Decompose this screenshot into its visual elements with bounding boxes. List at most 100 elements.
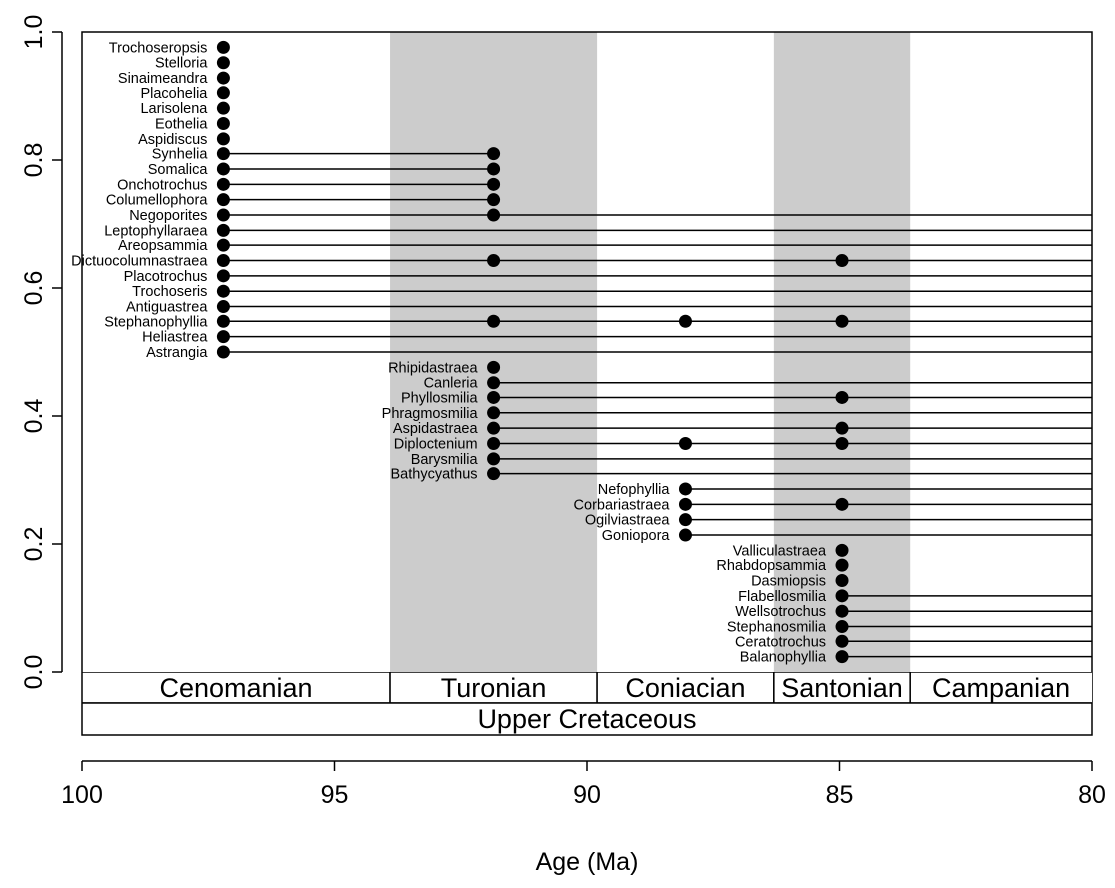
taxon-label-wellsotrochus: Wellsotrochus [735,604,826,620]
taxon-label-canleria: Canleria [424,376,479,392]
taxon-label-ceratotrochus: Ceratotrochus [735,634,826,650]
point-phragmosmilia [487,406,501,420]
point-columellophora [487,193,501,207]
point-aspidastraea [835,421,849,435]
taxon-label-rhipidastraea: Rhipidastraea [388,360,478,376]
point-leptophyllaraea [216,223,230,237]
point-stephanophyllia [216,314,230,328]
point-astrangia [216,345,230,359]
taxon-label-rhabdopsammia: Rhabdopsammia [716,558,827,574]
taxon-label-leptophyllaraea: Leptophyllaraea [104,223,208,239]
point-columellophora [216,193,230,207]
point-diploctenium [835,437,849,451]
x-tick-label: 95 [321,781,349,809]
point-diploctenium [487,437,501,451]
y-tick-label: 0.6 [20,271,48,306]
taxon-label-larisolena: Larisolena [140,101,208,117]
point-corbariastraea [678,497,692,511]
point-canleria [487,376,501,390]
point-corbariastraea [835,497,849,511]
point-dictuocolumnastraea [216,253,230,267]
point-antiguastrea [216,300,230,314]
taxon-label-barysmilia: Barysmilia [411,452,479,468]
point-bathycyathus [487,467,501,481]
taxon-label-dictuocolumnastraea: Dictuocolumnastraea [71,253,208,269]
stage-label-cenomanian: Cenomanian [159,673,312,703]
plot-frame [81,31,1093,736]
point-dictuocolumnastraea [835,253,849,267]
point-eothelia [216,117,230,131]
point-goniopora [678,528,692,542]
x-tick-label: 80 [1078,781,1106,809]
taxon-label-areopsammia: Areopsammia [118,238,208,254]
occurrence-points [216,40,849,664]
x-tick-label: 85 [826,781,854,809]
point-rhipidastraea [487,360,501,374]
point-negoporites [487,208,501,222]
taxon-label-placotrochus: Placotrochus [124,269,208,285]
point-somalica [216,162,230,176]
point-placotrochus [216,269,230,283]
stage-box-coniacian [596,672,775,704]
period-box [82,702,1092,734]
point-stephanophyllia [678,314,692,328]
y-axis: 0.0 0.2 0.4 0.6 0.8 1.0 [20,15,63,690]
point-ogilviastraea [678,513,692,527]
period-label: Upper Cretaceous [477,704,696,734]
point-stephanophyllia [487,314,501,328]
point-aspidiscus [216,132,230,146]
point-ceratotrochus [835,634,849,648]
taxon-label-diploctenium: Diploctenium [394,437,478,453]
x-axis-title: Age (Ma) [536,848,639,876]
point-sinaimeandra [216,71,230,85]
taxon-label-synhelia: Synhelia [152,147,209,163]
taxon-label-heliastrea: Heliastrea [142,330,208,346]
taxon-label-aspidastraea: Aspidastraea [393,421,479,437]
taxon-label-ogilviastraea: Ogilviastraea [585,513,671,529]
point-barysmilia [487,452,501,466]
point-rhabdopsammia [835,558,849,572]
taxon-ranges [223,152,1092,658]
taxon-label-corbariastraea: Corbariastraea [574,497,671,513]
point-valliculastraea [835,543,849,557]
point-stelloria [216,56,230,70]
point-dasmiopsis [835,573,849,587]
taxon-label-trochoseris: Trochoseris [132,284,207,300]
point-placohelia [216,86,230,100]
stage-label-campanian: Campanian [932,673,1070,703]
taxon-label-negoporites: Negoporites [129,208,207,224]
y-tick-label: 0.8 [20,143,48,178]
taxon-label-eothelia: Eothelia [155,117,208,133]
point-stephanosmilia [835,620,849,634]
y-tick-label: 0.4 [20,399,48,434]
taxon-label-valliculastraea: Valliculastraea [733,543,827,559]
y-tick-label: 0.2 [20,527,48,562]
taxon-label-sinaimeandra: Sinaimeandra [118,71,208,87]
taxon-label-somalica: Somalica [148,162,209,178]
point-heliastrea [216,330,230,344]
taxon-label-aspidiscus: Aspidiscus [138,132,207,148]
taxon-label-balanophyllia: Balanophyllia [740,650,827,666]
taxon-label-onchotrochus: Onchotrochus [117,177,207,193]
taxon-label-stephanosmilia: Stephanosmilia [727,620,827,636]
y-tick-label: 0.0 [20,655,48,690]
taxon-label-goniopora: Goniopora [602,528,671,544]
point-trochoseris [216,284,230,298]
point-wellsotrochus [835,604,849,618]
point-dictuocolumnastraea [487,253,501,267]
taxon-label-phragmosmilia: Phragmosmilia [382,406,479,422]
x-axis: 100 95 90 85 80 [61,760,1106,809]
point-synhelia [216,147,230,161]
point-trochoseropsis [216,40,230,54]
point-onchotrochus [487,177,501,191]
point-diploctenium [678,437,692,451]
point-areopsammia [216,238,230,252]
point-phyllosmilia [835,390,849,404]
point-balanophyllia [835,650,849,664]
timescale-strip: Cenomanian Turonian Coniacian Santonian Camp… [82,672,1092,734]
taxon-label-astrangia: Astrangia [146,345,208,361]
taxon-label-stelloria: Stelloria [155,56,208,72]
y-tick-label: 1.0 [20,15,48,50]
taxon-label-bathycyathus: Bathycyathus [391,467,478,483]
